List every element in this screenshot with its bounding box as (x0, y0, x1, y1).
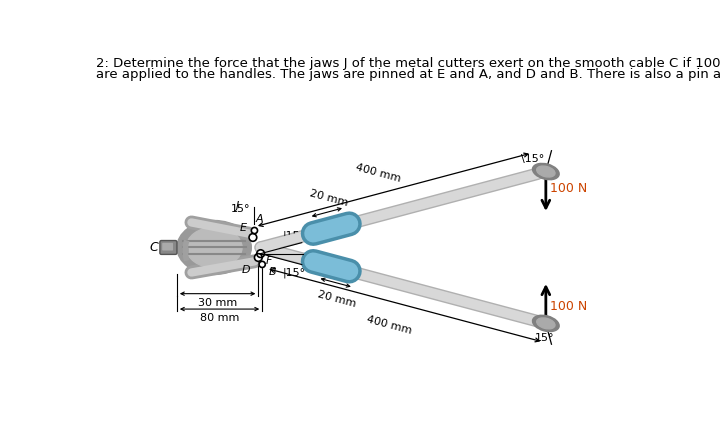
Text: 15°: 15° (534, 333, 554, 343)
Text: are applied to the handles. The jaws are pinned at E and A, and D and B. There i: are applied to the handles. The jaws are… (97, 68, 721, 81)
Ellipse shape (536, 318, 555, 329)
Ellipse shape (177, 221, 252, 274)
Ellipse shape (533, 164, 559, 180)
Text: \15°: \15° (521, 154, 544, 164)
Text: F: F (265, 256, 272, 266)
Ellipse shape (186, 227, 242, 268)
Text: 100 N: 100 N (551, 182, 588, 195)
Text: 80 mm: 80 mm (200, 313, 239, 323)
Text: J: J (236, 201, 239, 211)
Circle shape (255, 253, 262, 261)
Circle shape (249, 233, 257, 241)
FancyBboxPatch shape (160, 241, 177, 254)
Text: B: B (268, 268, 276, 277)
Text: 400 mm: 400 mm (354, 162, 402, 184)
FancyBboxPatch shape (162, 243, 173, 250)
Circle shape (257, 250, 265, 257)
Text: 20 mm: 20 mm (317, 289, 358, 309)
Circle shape (252, 227, 257, 233)
Text: |15°: |15° (283, 268, 306, 278)
Circle shape (259, 261, 265, 268)
Ellipse shape (536, 166, 555, 177)
Text: A: A (256, 214, 264, 225)
Text: 15°: 15° (231, 204, 251, 213)
Text: 2: Determine the force that the jaws J of the metal cutters exert on the smooth : 2: Determine the force that the jaws J o… (97, 57, 721, 70)
Text: 20 mm: 20 mm (308, 188, 349, 208)
Text: E: E (239, 223, 247, 233)
Text: C: C (149, 241, 159, 254)
Ellipse shape (533, 315, 559, 331)
Text: |15°: |15° (283, 231, 306, 241)
Text: 400 mm: 400 mm (366, 314, 413, 336)
Text: 100 N: 100 N (551, 300, 588, 313)
Text: 30 mm: 30 mm (198, 297, 237, 308)
Text: D: D (242, 265, 251, 275)
